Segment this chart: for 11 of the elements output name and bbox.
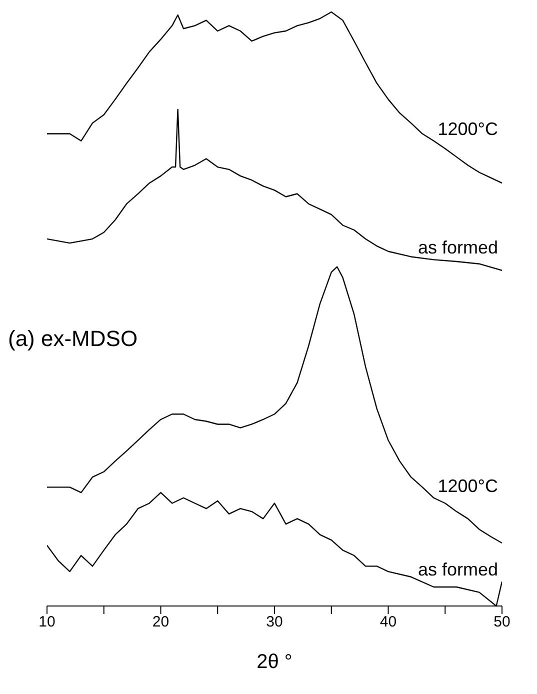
- annotation: (a) ex-MDSO: [8, 326, 138, 352]
- x-tick-label: 40: [380, 614, 397, 631]
- series-label: as formed: [418, 560, 498, 580]
- x-tick-label: 20: [152, 614, 170, 631]
- x-tick-label: 10: [38, 614, 56, 631]
- series-label: 1200°C: [438, 476, 498, 496]
- series-label: 1200°C: [438, 118, 498, 139]
- series-label: as formed: [418, 238, 498, 258]
- x-axis-title: 2θ °: [256, 651, 292, 673]
- x-tick-label: 30: [266, 614, 283, 631]
- x-tick-label: 50: [494, 614, 510, 631]
